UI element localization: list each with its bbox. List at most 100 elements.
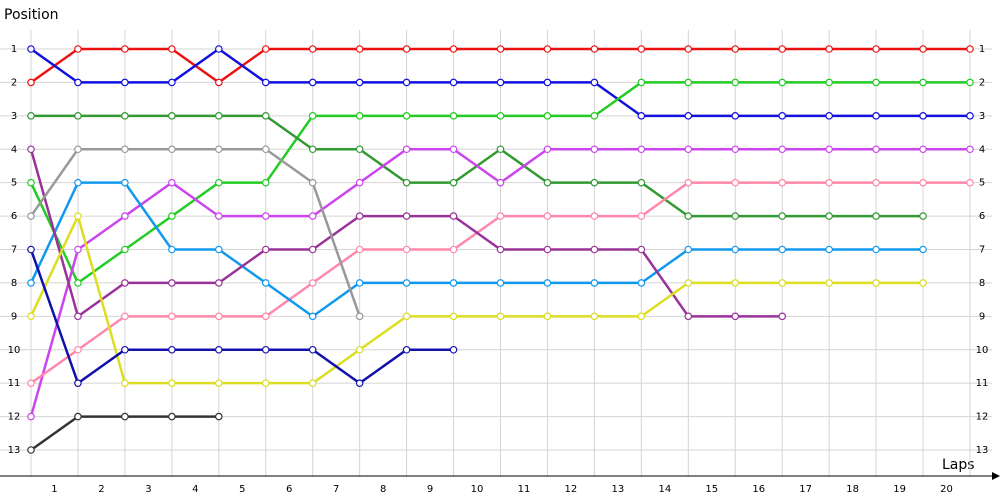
point bbox=[778, 212, 787, 220]
point bbox=[402, 45, 411, 53]
point bbox=[215, 178, 223, 187]
point bbox=[449, 178, 458, 187]
point bbox=[121, 345, 129, 354]
point bbox=[27, 212, 35, 220]
x-tick-label: 4 bbox=[192, 484, 198, 495]
x-tick-label: 2 bbox=[98, 484, 104, 495]
point bbox=[496, 112, 505, 120]
point bbox=[966, 145, 974, 154]
point bbox=[261, 45, 270, 53]
point bbox=[402, 345, 411, 354]
y-tick-label: 13 bbox=[8, 445, 21, 456]
point bbox=[168, 78, 176, 87]
point bbox=[215, 379, 223, 387]
point bbox=[355, 212, 364, 220]
point bbox=[355, 245, 364, 254]
point bbox=[74, 145, 82, 154]
series-line bbox=[29, 181, 924, 318]
y-tick-label-right: 5 bbox=[979, 178, 985, 189]
point bbox=[966, 45, 974, 53]
point bbox=[590, 279, 599, 287]
y-tick-label: 4 bbox=[11, 144, 17, 155]
point bbox=[543, 312, 552, 321]
point bbox=[778, 112, 787, 120]
x-tick-label: 20 bbox=[940, 484, 953, 495]
point bbox=[825, 178, 833, 187]
point bbox=[778, 279, 787, 287]
point bbox=[872, 45, 880, 53]
point bbox=[543, 212, 552, 220]
point bbox=[684, 245, 693, 254]
point bbox=[308, 45, 317, 53]
y-tick-label-right: 13 bbox=[976, 445, 989, 456]
point bbox=[261, 145, 270, 154]
point bbox=[168, 45, 176, 53]
point bbox=[27, 45, 35, 53]
point bbox=[261, 112, 270, 120]
point bbox=[543, 245, 552, 254]
x-axis-arrow bbox=[992, 472, 1000, 480]
point bbox=[168, 245, 176, 254]
point bbox=[637, 279, 646, 287]
point bbox=[966, 78, 974, 87]
point bbox=[355, 178, 364, 187]
point bbox=[355, 145, 364, 154]
point bbox=[966, 112, 974, 120]
point bbox=[684, 145, 693, 154]
point bbox=[590, 178, 599, 187]
series-line bbox=[29, 148, 361, 317]
point bbox=[215, 279, 223, 287]
x-axis-title: Laps bbox=[942, 457, 975, 473]
x-tick-label: 15 bbox=[705, 484, 718, 495]
point bbox=[168, 345, 176, 354]
y-tick-label-right: 2 bbox=[979, 77, 985, 88]
point bbox=[27, 178, 35, 187]
x-tick-label: 1 bbox=[51, 484, 57, 495]
point bbox=[121, 112, 129, 120]
point bbox=[215, 112, 223, 120]
point bbox=[778, 45, 787, 53]
point bbox=[543, 112, 552, 120]
point bbox=[637, 178, 646, 187]
point bbox=[919, 279, 927, 287]
point bbox=[168, 212, 176, 220]
point bbox=[74, 212, 82, 220]
point bbox=[121, 245, 129, 254]
point bbox=[121, 412, 129, 421]
point bbox=[355, 78, 364, 87]
point bbox=[449, 45, 458, 53]
point bbox=[261, 178, 270, 187]
point bbox=[215, 78, 223, 87]
point bbox=[168, 178, 176, 187]
series-line bbox=[29, 249, 454, 385]
point bbox=[74, 245, 82, 254]
y-tick-label: 3 bbox=[11, 111, 17, 122]
point bbox=[215, 45, 223, 53]
point bbox=[449, 78, 458, 87]
point bbox=[825, 145, 833, 154]
point bbox=[449, 145, 458, 154]
x-tick-label: 9 bbox=[427, 484, 433, 495]
point bbox=[731, 245, 740, 254]
point bbox=[543, 145, 552, 154]
point bbox=[496, 312, 505, 321]
x-tick-label: 16 bbox=[752, 484, 765, 495]
point bbox=[825, 279, 833, 287]
point bbox=[731, 78, 740, 87]
x-tick-label: 5 bbox=[239, 484, 245, 495]
point bbox=[590, 112, 599, 120]
point bbox=[449, 112, 458, 120]
point bbox=[402, 145, 411, 154]
point bbox=[872, 245, 880, 254]
point bbox=[261, 312, 270, 321]
point bbox=[449, 345, 458, 354]
y-tick-label: 7 bbox=[11, 245, 17, 256]
x-tick-label: 10 bbox=[471, 484, 484, 495]
point bbox=[731, 279, 740, 287]
y-tick-label-right: 1 bbox=[979, 44, 985, 55]
x-tick-label: 17 bbox=[799, 484, 812, 495]
x-tick-label: 3 bbox=[145, 484, 151, 495]
point bbox=[637, 245, 646, 254]
y-tick-label-right: 4 bbox=[979, 144, 985, 155]
point bbox=[637, 145, 646, 154]
